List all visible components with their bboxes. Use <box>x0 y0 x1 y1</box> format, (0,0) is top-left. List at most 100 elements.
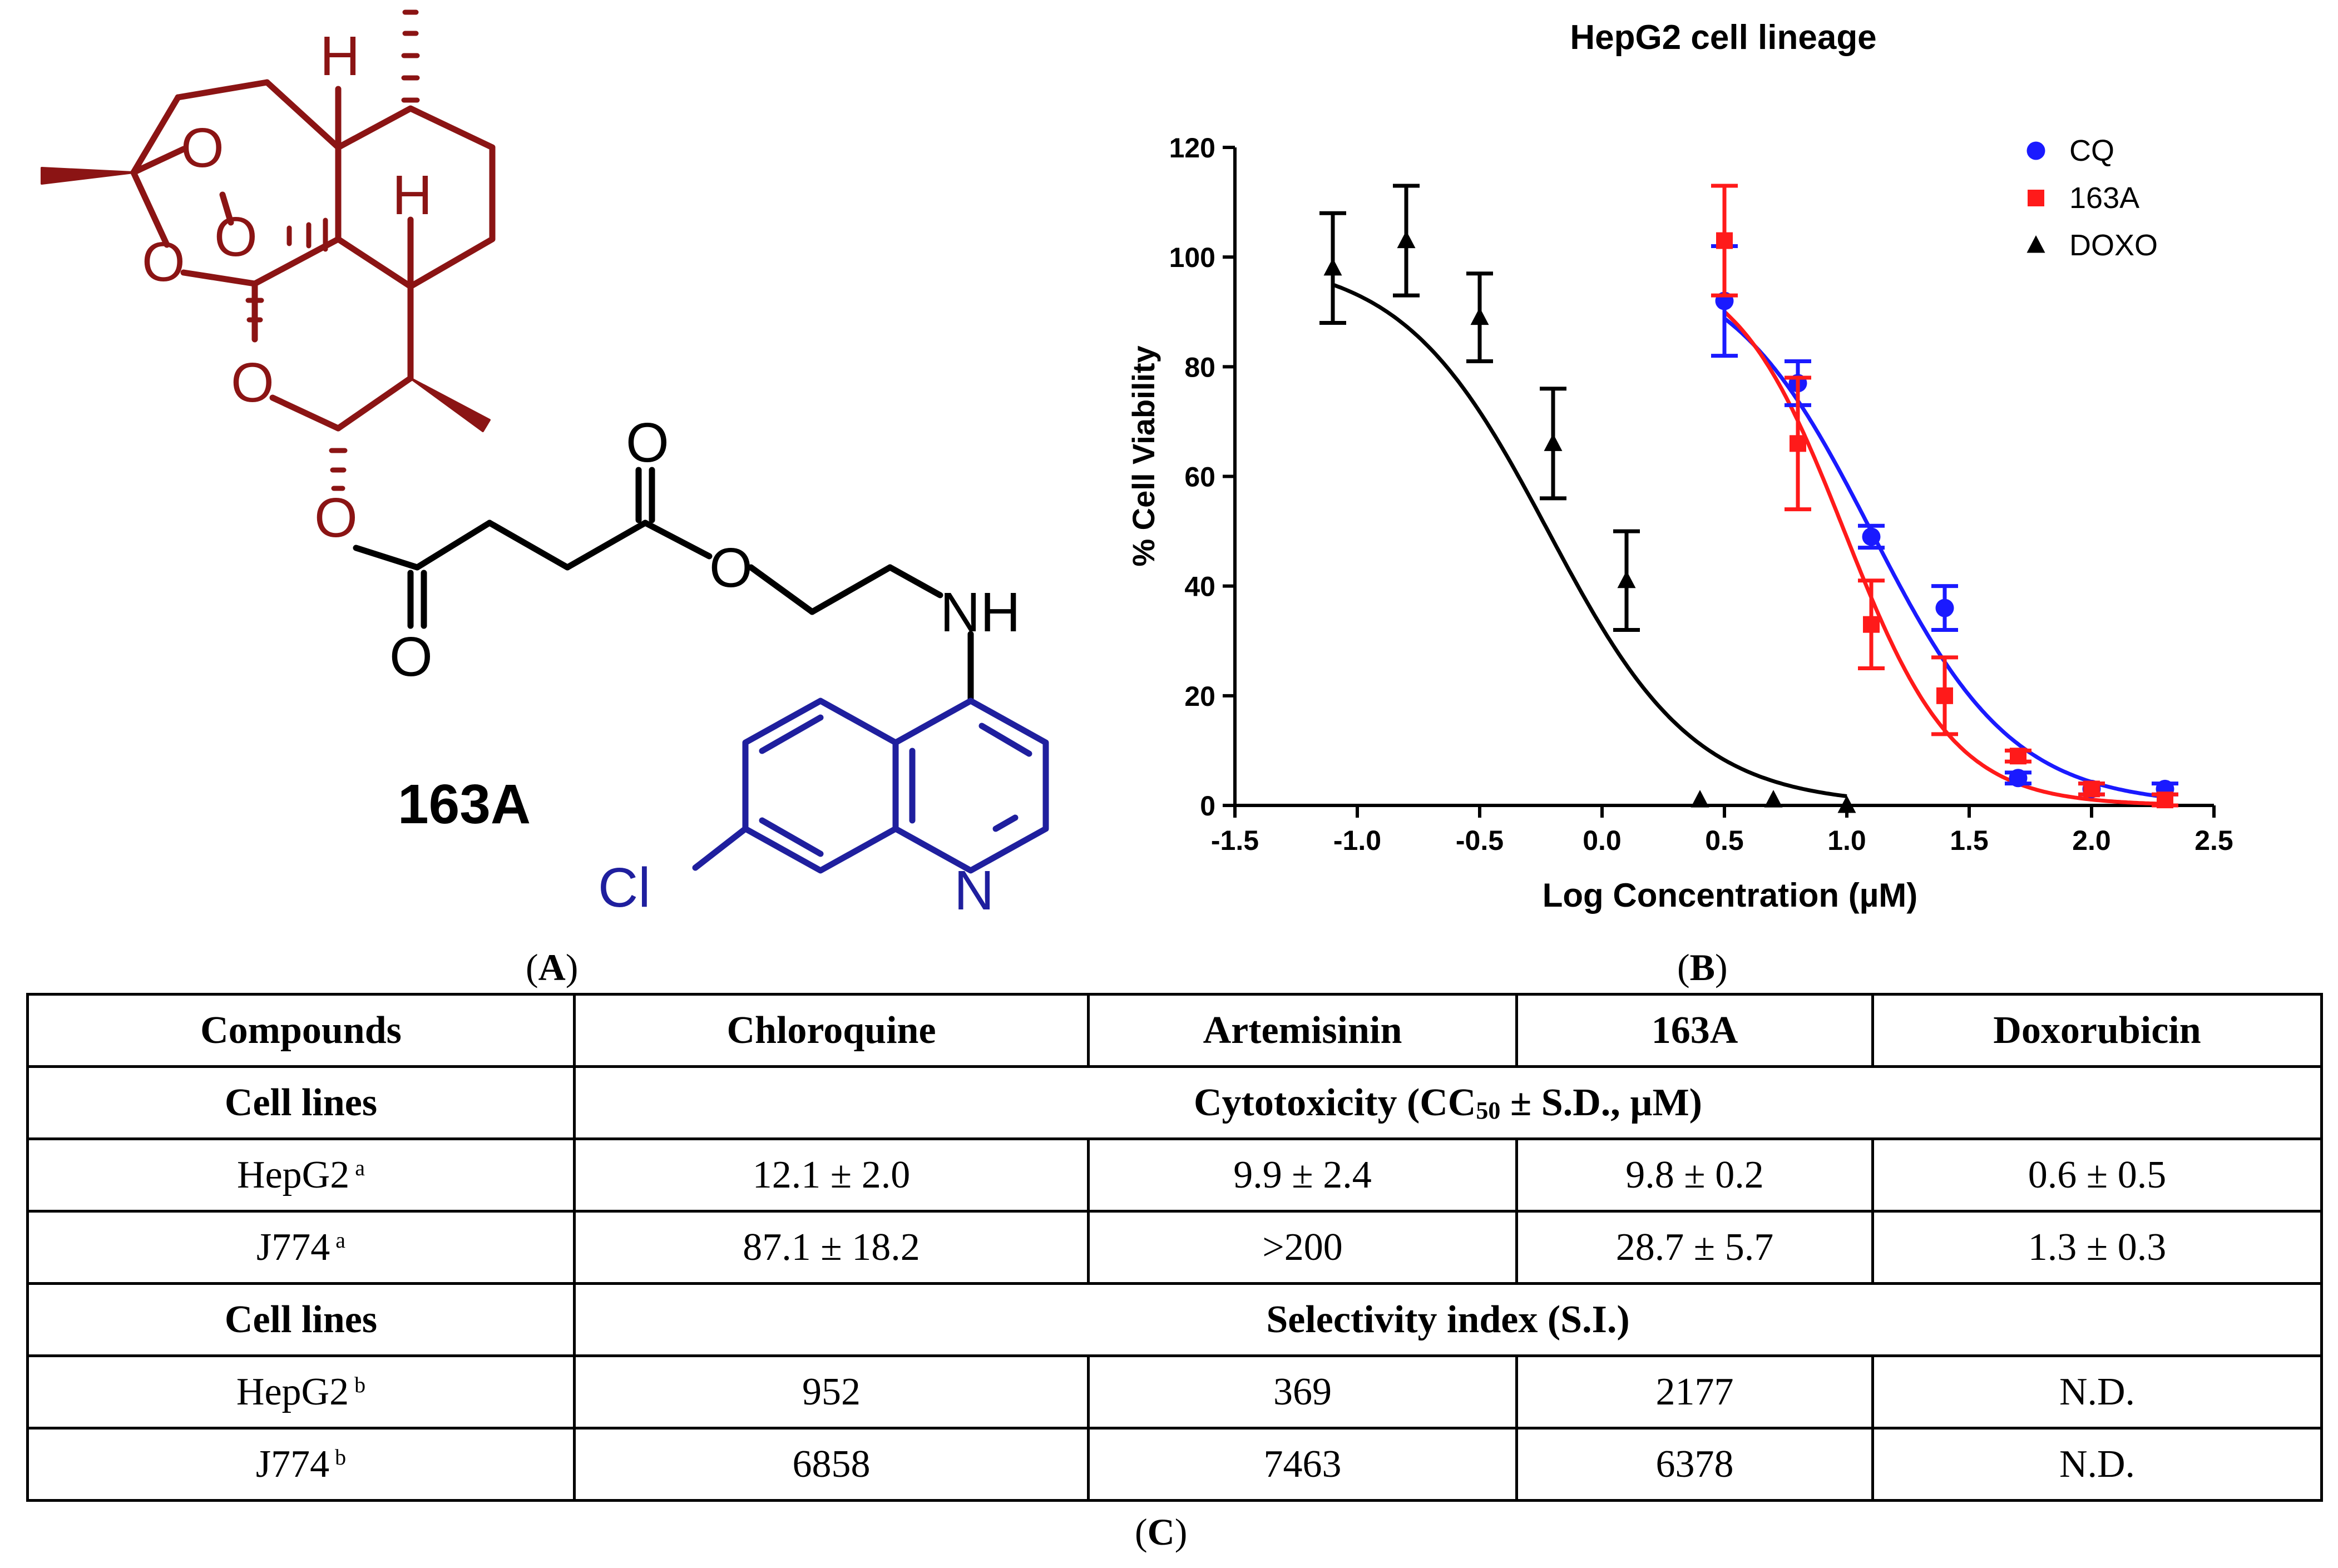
cell-line: J774 b <box>26 1427 576 1502</box>
atom-h-top: H <box>320 25 360 87</box>
atom-o-peroxide-2: O <box>214 206 258 268</box>
atom-o-ester-1: O <box>314 487 358 549</box>
data-point-163a <box>1790 435 1806 452</box>
data-point-163a <box>2157 792 2173 809</box>
data-point-doxo <box>1837 795 1856 813</box>
legend-label-163a: 163A <box>2069 181 2139 215</box>
artemisinin-core-bonds <box>130 79 496 432</box>
header-cell: Artemisinin <box>1087 993 1518 1068</box>
x-tick-label: 2.5 <box>2194 825 2233 856</box>
legend-marker-doxo <box>2026 235 2045 253</box>
table-cell: 9.9 ± 2.4 <box>1087 1137 1518 1213</box>
caption-b: (B) <box>1677 946 1728 988</box>
table-cell: >200 <box>1087 1210 1518 1285</box>
atom-n: N <box>954 859 994 922</box>
cytotoxicity-table: Compounds Chloroquine Artemisinin 163A D… <box>26 993 2323 1502</box>
x-tick-label: 0.5 <box>1705 825 1744 856</box>
x-tick-label: 1.5 <box>1950 825 1989 856</box>
cell-line: J774 a <box>26 1210 576 1285</box>
x-tick-label: 2.0 <box>2072 825 2111 856</box>
atom-cl: Cl <box>598 857 650 919</box>
legend-marker-163a <box>2028 190 2044 206</box>
header-cell: Compounds <box>26 993 576 1068</box>
table-cell: 28.7 ± 5.7 <box>1515 1210 1874 1285</box>
cell-line: HepG2 a <box>26 1137 576 1213</box>
table-cell: 12.1 ± 2.0 <box>573 1137 1090 1213</box>
table-cell: 7463 <box>1087 1427 1518 1502</box>
header-cell: Doxorubicin <box>1871 993 2323 1068</box>
x-tick-label: 0.0 <box>1583 825 1622 856</box>
legend-marker-cq <box>2026 141 2045 160</box>
table-cell: N.D. <box>1871 1427 2323 1502</box>
table-cell: 952 <box>573 1354 1090 1429</box>
compound-label: 163A <box>398 773 531 835</box>
table-row: HepG2 b 952 369 2177 N.D. <box>26 1354 2323 1429</box>
compound-structure: H H O O O O O O O O NH N Cl 163A <box>41 9 1049 922</box>
table-header-row: Compounds Chloroquine Artemisinin 163A D… <box>26 993 2323 1068</box>
atom-o-peroxide-1: O <box>181 117 224 179</box>
data-point-163a <box>2083 780 2100 798</box>
legend-label-cq: CQ <box>2069 134 2114 167</box>
x-axis-label: Log Concentration (µM) <box>1543 877 1917 914</box>
data-point-doxo <box>1470 307 1489 325</box>
atom-o-left: O <box>142 231 185 293</box>
table-cell: 6378 <box>1515 1427 1874 1502</box>
section-row-cytotoxicity: Cell lines Cytotoxicity (CC50 ± S.D., µM… <box>26 1065 2323 1140</box>
quinoline-bonds <box>692 698 1049 874</box>
data-point-163a <box>1936 687 1953 704</box>
linker-bonds <box>353 467 974 704</box>
y-tick-label: 0 <box>1200 790 1215 822</box>
section-title-cytotoxicity: Cytotoxicity (CC50 ± S.D., µM) <box>573 1065 2323 1140</box>
atom-o-ester-2: O <box>709 537 753 599</box>
section-label: Cell lines <box>26 1065 576 1140</box>
table-cell: 1.3 ± 0.3 <box>1871 1210 2323 1285</box>
y-tick-label: 20 <box>1184 681 1215 712</box>
data-point-doxo <box>1544 433 1563 451</box>
data-point-cq <box>2009 769 2028 788</box>
atom-o-ring: O <box>231 352 274 414</box>
data-point-doxo <box>1323 258 1342 276</box>
chart-title: HepG2 cell lineage <box>1570 18 1876 57</box>
header-cell: Chloroquine <box>573 993 1090 1068</box>
table-cell: 9.8 ± 0.2 <box>1515 1137 1874 1213</box>
y-tick-label: 80 <box>1184 352 1215 383</box>
data-point-163a <box>1716 232 1733 249</box>
data-point-doxo <box>1764 790 1783 808</box>
data-point-doxo <box>1617 570 1636 588</box>
x-tick-label: 1.0 <box>1827 825 1866 856</box>
table-row: J774 b 6858 7463 6378 N.D. <box>26 1427 2323 1502</box>
data-point-cq <box>1862 527 1881 546</box>
atom-nh: NH <box>940 581 1020 644</box>
table-row: HepG2 a 12.1 ± 2.0 9.9 ± 2.4 9.8 ± 0.2 0.… <box>26 1137 2323 1213</box>
x-tick-label: -1.0 <box>1333 825 1381 856</box>
header-cell: 163A <box>1515 993 1874 1068</box>
y-axis-label: % Cell Viability <box>1126 345 1161 566</box>
data-point-163a <box>2010 748 2026 765</box>
viability-chart: HepG2 cell lineage Log Concentration (µM… <box>1126 18 2233 914</box>
table-cell: 369 <box>1087 1354 1518 1429</box>
data-point-doxo <box>1691 790 1709 808</box>
caption-a: (A) <box>526 946 579 988</box>
atom-h-mid: H <box>392 164 432 226</box>
table-cell: 6858 <box>573 1427 1090 1502</box>
y-tick-label: 60 <box>1184 462 1215 493</box>
legend-label-doxo: DOXO <box>2069 229 2158 262</box>
table-cell: N.D. <box>1871 1354 2323 1429</box>
atom-o-carbonyl-2: O <box>626 412 669 474</box>
atom-o-carbonyl-1: O <box>389 626 433 688</box>
data-point-163a <box>1863 616 1880 633</box>
table-row: J774 a 87.1 ± 18.2 >200 28.7 ± 5.7 1.3 ± … <box>26 1210 2323 1285</box>
caption-c: (C) <box>1135 1511 1188 1553</box>
data-point-cq <box>1935 598 1954 617</box>
cell-line: HepG2 b <box>26 1354 576 1429</box>
x-tick-label: -1.5 <box>1211 825 1259 856</box>
x-tick-label: -0.5 <box>1456 825 1504 856</box>
section-title-selectivity: Selectivity index (S.I.) <box>573 1282 2323 1357</box>
table-cell: 87.1 ± 18.2 <box>573 1210 1090 1285</box>
y-tick-label: 100 <box>1169 242 1215 273</box>
section-row-selectivity: Cell lines Selectivity index (S.I.) <box>26 1282 2323 1357</box>
y-tick-label: 40 <box>1184 571 1215 602</box>
y-tick-label: 120 <box>1169 132 1215 164</box>
table-cell: 2177 <box>1515 1354 1874 1429</box>
section-label: Cell lines <box>26 1282 576 1357</box>
